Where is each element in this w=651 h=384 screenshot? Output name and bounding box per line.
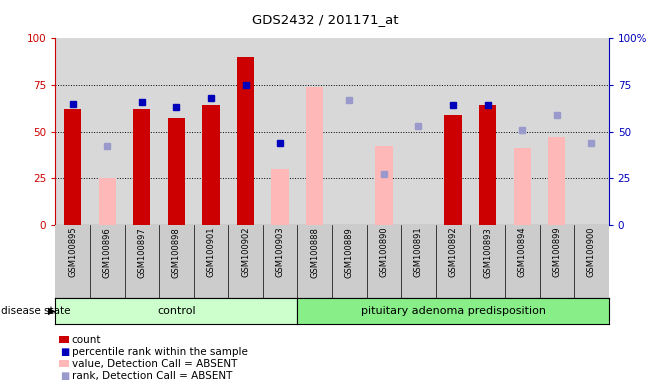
Text: GSM100902: GSM100902 <box>241 227 250 277</box>
Text: value, Detection Call = ABSENT: value, Detection Call = ABSENT <box>72 359 237 369</box>
Text: GSM100893: GSM100893 <box>483 227 492 278</box>
Bar <box>168 119 185 225</box>
Bar <box>202 106 219 225</box>
Text: GSM100888: GSM100888 <box>311 227 319 278</box>
Bar <box>133 109 150 225</box>
Bar <box>271 169 289 225</box>
Text: GSM100899: GSM100899 <box>552 227 561 278</box>
Text: GSM100894: GSM100894 <box>518 227 527 278</box>
Bar <box>271 187 289 225</box>
Text: GSM100895: GSM100895 <box>68 227 77 278</box>
Bar <box>98 178 116 225</box>
Text: disease state: disease state <box>1 306 71 316</box>
Text: pituitary adenoma predisposition: pituitary adenoma predisposition <box>361 306 546 316</box>
Text: GSM100903: GSM100903 <box>275 227 284 278</box>
Text: GSM100898: GSM100898 <box>172 227 181 278</box>
Text: percentile rank within the sample: percentile rank within the sample <box>72 347 247 357</box>
Text: ■: ■ <box>60 371 69 381</box>
Bar <box>445 115 462 225</box>
Bar <box>306 87 324 225</box>
Text: ▶: ▶ <box>48 306 55 316</box>
Text: control: control <box>157 306 196 316</box>
Text: GSM100897: GSM100897 <box>137 227 146 278</box>
Text: ■: ■ <box>60 347 69 357</box>
Text: GSM100891: GSM100891 <box>414 227 423 278</box>
Bar <box>64 109 81 225</box>
Text: GSM100896: GSM100896 <box>103 227 112 278</box>
Bar <box>479 106 496 225</box>
Text: GSM100889: GSM100889 <box>345 227 353 278</box>
Text: GDS2432 / 201171_at: GDS2432 / 201171_at <box>252 13 399 26</box>
Text: count: count <box>72 335 101 345</box>
Bar <box>237 57 254 225</box>
Text: rank, Detection Call = ABSENT: rank, Detection Call = ABSENT <box>72 371 232 381</box>
Bar <box>375 146 393 225</box>
Bar <box>514 148 531 225</box>
Text: GSM100901: GSM100901 <box>206 227 215 277</box>
Text: GSM100890: GSM100890 <box>380 227 389 278</box>
Bar <box>548 137 566 225</box>
Text: GSM100892: GSM100892 <box>449 227 458 278</box>
Text: GSM100900: GSM100900 <box>587 227 596 277</box>
